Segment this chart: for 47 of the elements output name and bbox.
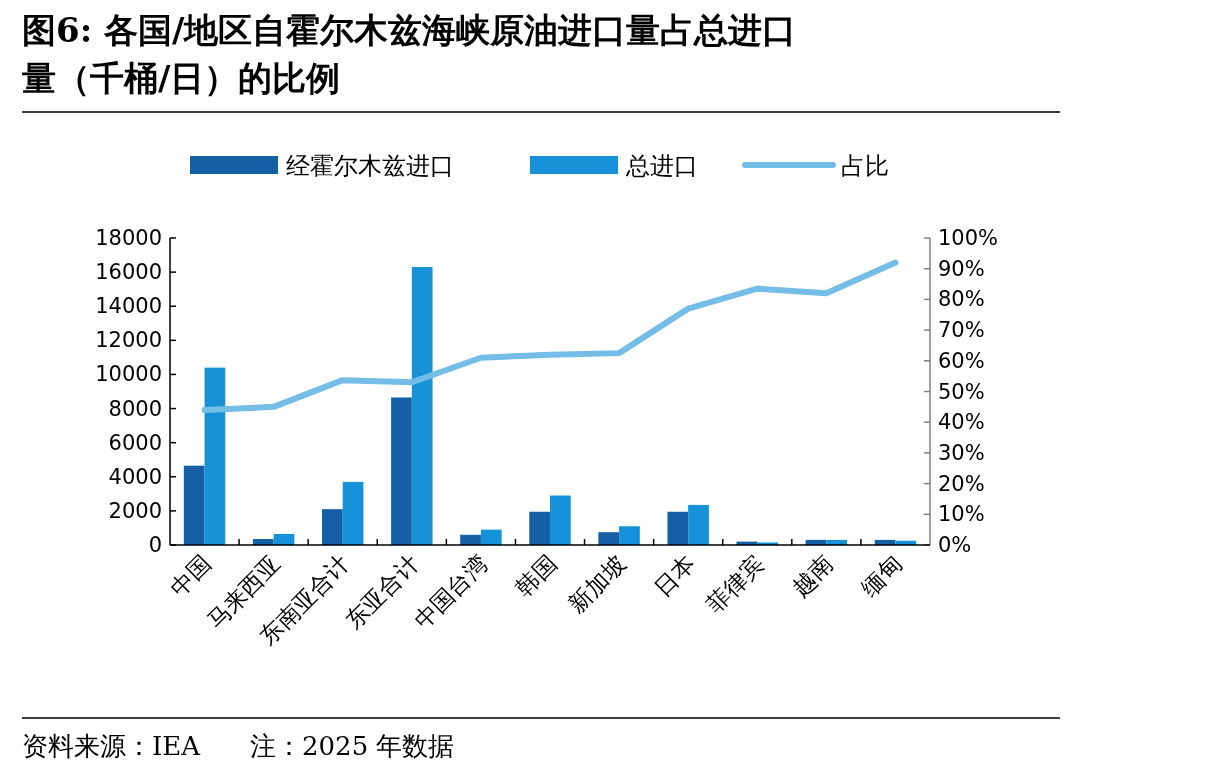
x-tick-label: 新加坡 bbox=[563, 550, 631, 618]
bar bbox=[411, 266, 433, 545]
y2-tick-label: 70% bbox=[938, 318, 985, 343]
bar bbox=[529, 511, 550, 545]
bar bbox=[480, 529, 502, 545]
legend-label: 总进口 bbox=[625, 152, 698, 180]
bar bbox=[598, 532, 620, 545]
y2-tick-label: 90% bbox=[938, 256, 985, 281]
x-tick-label: 缅甸 bbox=[856, 550, 907, 602]
y-tick-label: 14000 bbox=[95, 294, 162, 319]
bar bbox=[342, 481, 364, 545]
y-tick-label: 2000 bbox=[108, 498, 162, 523]
y2-tick-label: 10% bbox=[938, 502, 985, 527]
legend-label: 经霍尔木兹进口 bbox=[286, 152, 454, 180]
bar bbox=[322, 509, 343, 545]
y-tick-label: 0 bbox=[148, 533, 162, 557]
bar bbox=[619, 526, 640, 545]
y-tick-label: 6000 bbox=[108, 430, 162, 455]
y-tick-label: 12000 bbox=[95, 328, 162, 353]
y-tick-label: 8000 bbox=[108, 396, 162, 421]
y-tick-label: 10000 bbox=[95, 362, 162, 387]
y2-tick-label: 60% bbox=[938, 348, 985, 373]
bar bbox=[688, 504, 709, 545]
y-tick-label: 18000 bbox=[95, 226, 162, 250]
x-tick-label: 韩国 bbox=[510, 550, 562, 602]
y2-tick-label: 80% bbox=[938, 287, 985, 312]
text: 资料来源：IEA bbox=[22, 731, 202, 761]
chart-title: 图6: 各国/地区自霍尔木兹海峡原油进口量占总进口量（千桶/日）的比例 bbox=[22, 10, 797, 98]
y2-tick-label: 0% bbox=[938, 533, 972, 557]
x-tick-label: 菲律宾 bbox=[701, 550, 769, 618]
x-tick-label: 中国 bbox=[165, 550, 217, 602]
bar bbox=[667, 511, 689, 545]
y2-tick-label: 20% bbox=[938, 471, 985, 496]
y2-tick-label: 40% bbox=[938, 410, 985, 435]
y2-tick-label: 50% bbox=[938, 379, 985, 404]
legend-label: 占比 bbox=[841, 152, 889, 180]
y2-tick-label: 100% bbox=[938, 226, 999, 250]
y2-tick-label: 30% bbox=[938, 440, 985, 465]
bar bbox=[183, 465, 205, 545]
text: 注：2025 年数据 bbox=[250, 731, 455, 761]
bar bbox=[550, 495, 571, 545]
x-tick-label: 越南 bbox=[786, 550, 838, 602]
bar bbox=[204, 367, 226, 545]
x-tick-label: 日本 bbox=[648, 550, 700, 602]
bar bbox=[391, 397, 412, 545]
y-tick-label: 16000 bbox=[95, 260, 162, 285]
y-tick-label: 4000 bbox=[108, 464, 162, 489]
